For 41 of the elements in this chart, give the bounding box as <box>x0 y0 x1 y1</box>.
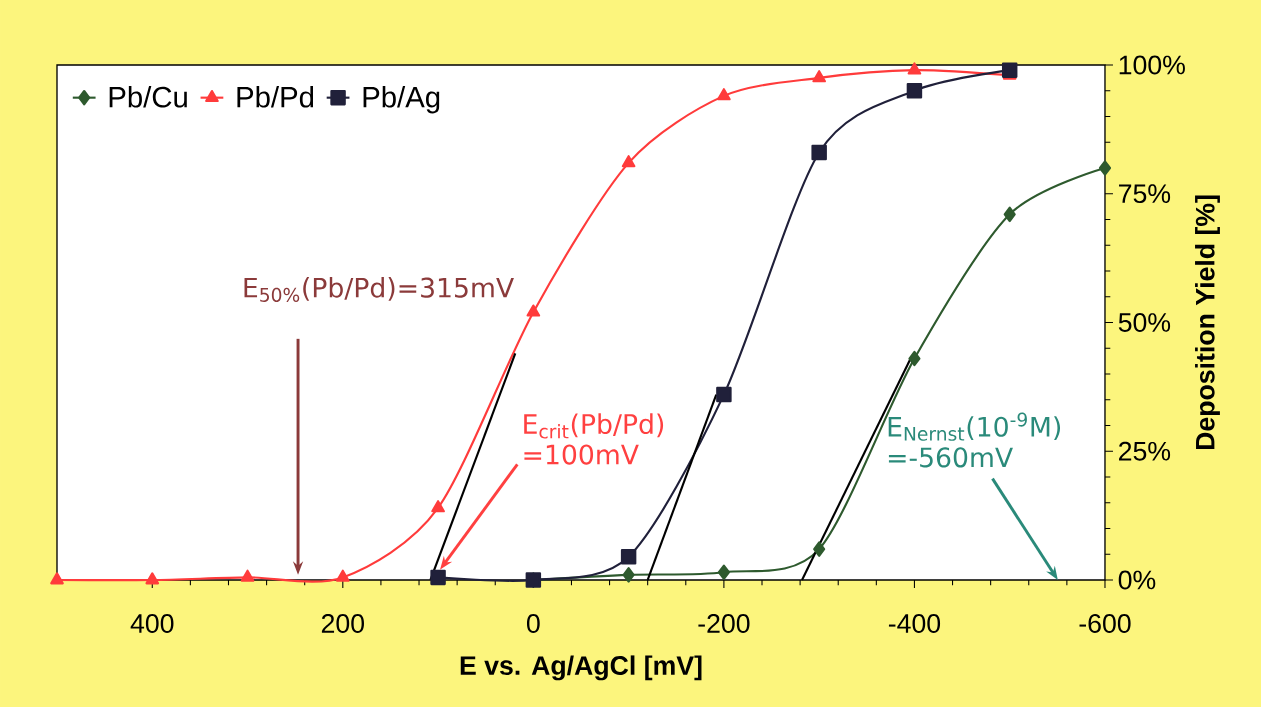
point <box>240 569 255 582</box>
annotation: E$_{crit}$(Pb/Pd) =100mV <box>524 413 664 465</box>
y-tick-label: 100% <box>1119 55 1185 75</box>
x-axis-title: E vs. Ag/AgCl [mV] <box>460 655 702 681</box>
x-tick-label: 400 <box>130 614 174 633</box>
x-tick-label: 200 <box>321 614 364 633</box>
point <box>716 386 732 403</box>
annotation: E$_{50%}$(Pb/Pd)=315mV <box>244 277 514 302</box>
point <box>430 569 446 586</box>
legend-label: Pb/Pd <box>237 86 314 108</box>
point <box>812 70 827 83</box>
point <box>1001 62 1018 78</box>
legend-label: Pb/Ag <box>363 86 440 114</box>
point <box>622 567 635 583</box>
x-tick-label: -600 <box>1079 614 1131 633</box>
point <box>906 83 923 99</box>
annotation: E$_{Nernst}$(10$^{-9}$M) =-560mV <box>888 412 1061 468</box>
point <box>813 541 826 557</box>
point <box>50 572 64 585</box>
point <box>620 549 637 565</box>
point <box>1003 206 1016 223</box>
legend-label: Pb/Cu <box>109 86 187 108</box>
point <box>526 304 541 317</box>
point <box>717 88 731 101</box>
point <box>908 350 921 367</box>
point <box>811 144 827 161</box>
y-tick-label: 0% <box>1118 570 1156 590</box>
point <box>717 564 730 580</box>
point <box>1098 160 1112 176</box>
x-tick-label: -400 <box>888 614 941 633</box>
y-tick-label: 75% <box>1119 184 1171 204</box>
point <box>907 62 922 75</box>
point <box>145 572 160 585</box>
y-tick-label: 25% <box>1119 441 1171 461</box>
y-tick-label: 50% <box>1118 313 1171 332</box>
point <box>335 569 350 582</box>
x-tick-label: -200 <box>698 614 750 633</box>
y-axis-title: Deposition Yield [%] <box>1195 195 1220 450</box>
point <box>621 155 636 168</box>
x-tick-label: 0 <box>526 614 540 633</box>
point <box>431 500 445 513</box>
